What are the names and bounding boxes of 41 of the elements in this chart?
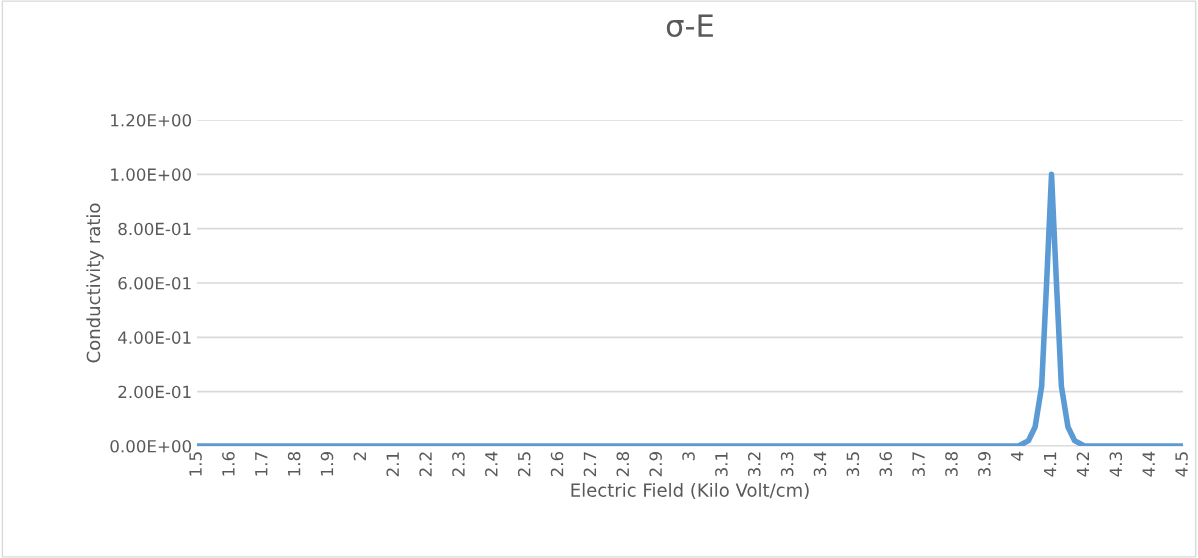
x-tick-label: 2.5: [517, 452, 531, 477]
x-tick-label: 3.9: [978, 452, 991, 477]
y-tick-label: 1.20E+00: [111, 113, 192, 127]
x-axis-title: Electric Field (Kilo Volt/cm): [571, 482, 809, 500]
x-tick-label: 2.1: [386, 452, 399, 477]
y-axis-title: Conductivity ratio: [86, 203, 104, 363]
x-tick-label: 1.9: [320, 452, 334, 476]
x-tick-label: 1.5: [189, 452, 202, 476]
x-tick-label: 4.3: [1109, 452, 1123, 477]
y-tick-label: 8.00E-01: [118, 222, 191, 236]
x-tick-label: 2: [353, 452, 366, 461]
x-tick-label: 3.3: [780, 452, 794, 477]
x-tick-label: 3.2: [747, 452, 761, 477]
x-tick-label: 2.6: [550, 451, 564, 477]
y-tick-label: 6.00E-01: [118, 276, 191, 290]
y-tick-label: 4.00E-01: [118, 331, 191, 344]
x-tick-label: 4.5: [1175, 452, 1188, 477]
y-tick-label: 2.00E-01: [118, 385, 191, 399]
x-tick-label: 4.1: [1043, 452, 1057, 477]
x-tick-label: 3.5: [846, 452, 860, 477]
x-tick-label: 4: [1011, 451, 1024, 461]
x-tick-label: 3.6: [879, 451, 893, 477]
chart-title: σ-E: [666, 14, 713, 38]
x-tick-label: 3.7: [912, 452, 925, 477]
x-tick-label: 1.8: [287, 452, 301, 476]
x-tick-label: 2.7: [583, 452, 596, 477]
x-tick-label: 3.8: [945, 452, 958, 477]
x-tick-label: 2.2: [419, 452, 432, 477]
y-tick-label: 1.00E+00: [111, 168, 192, 181]
y-tick-label: 0.00E+00: [110, 439, 192, 453]
x-tick-label: 4.2: [1076, 452, 1089, 477]
x-tick-label: 3.1: [715, 452, 728, 477]
x-tick-label: 4.4: [1142, 451, 1155, 477]
x-tick-label: 1.7: [255, 452, 268, 476]
x-tick-label: 2.8: [616, 452, 630, 477]
x-tick-label: 1.6: [222, 451, 235, 476]
x-tick-label: 2.4: [485, 451, 498, 477]
x-tick-label: 2.9: [649, 452, 662, 477]
x-tick-label: 3: [682, 452, 695, 461]
x-tick-label: 3.4: [813, 451, 827, 477]
x-tick-label: 2.3: [452, 452, 465, 477]
